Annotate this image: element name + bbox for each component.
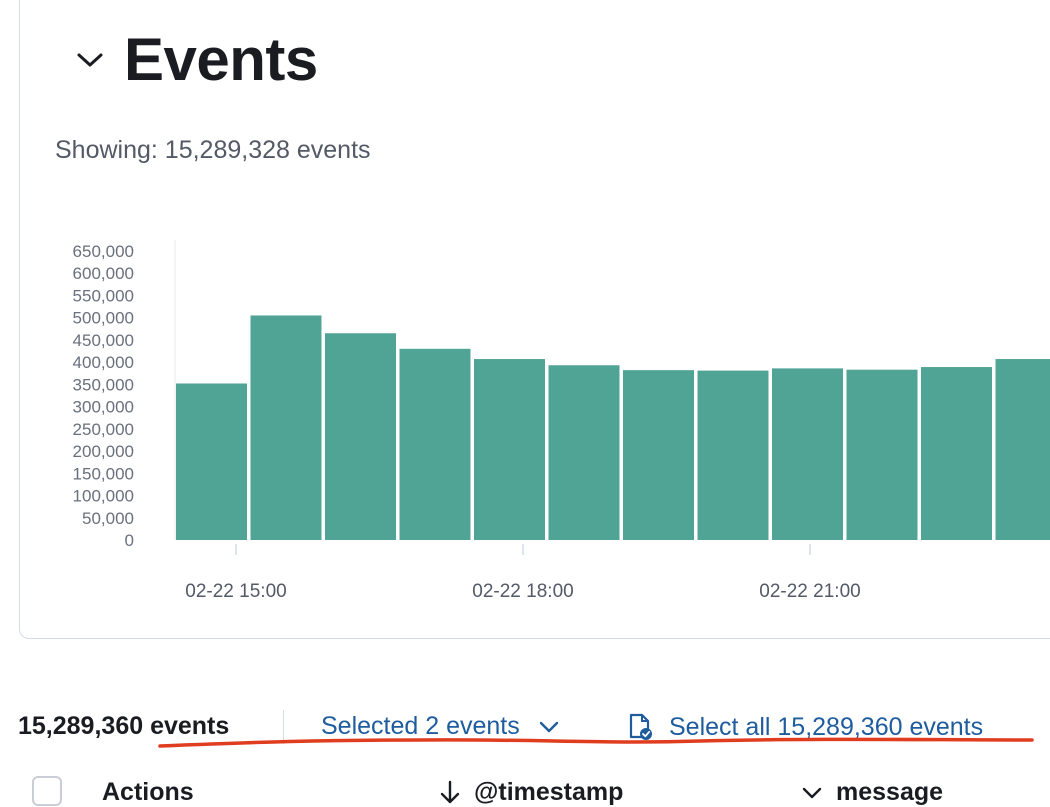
column-actions: Actions bbox=[102, 778, 194, 807]
histogram-bar[interactable] bbox=[921, 367, 992, 540]
collapse-toggle[interactable] bbox=[72, 44, 108, 76]
column-timestamp[interactable]: @timestamp bbox=[438, 778, 623, 807]
y-tick-label: 600,000 bbox=[73, 264, 134, 283]
select-all-checkbox[interactable] bbox=[32, 776, 62, 806]
y-tick-label: 300,000 bbox=[73, 398, 134, 417]
histogram-bar[interactable] bbox=[847, 370, 918, 540]
y-tick-label: 50,000 bbox=[82, 509, 134, 528]
column-actions-label: Actions bbox=[102, 778, 194, 807]
showing-count: Showing: 15,289,328 events bbox=[55, 136, 371, 165]
y-tick-label: 550,000 bbox=[73, 286, 134, 305]
y-tick-label: 200,000 bbox=[73, 442, 134, 461]
x-tick-label: 02-22 15:00 bbox=[185, 581, 286, 602]
column-message[interactable]: message bbox=[800, 778, 943, 807]
y-tick-label: 350,000 bbox=[73, 375, 134, 394]
histogram-bar[interactable] bbox=[996, 359, 1050, 540]
events-histogram: 650,000 600,000 550,000 500,000 450,000 400,0… bbox=[0, 230, 1050, 620]
table-header: Actions @timestamp message bbox=[0, 770, 1050, 804]
histogram-bar[interactable] bbox=[400, 349, 471, 540]
histogram-bar[interactable] bbox=[474, 359, 545, 540]
y-tick-label: 100,000 bbox=[73, 487, 134, 506]
x-tick-label: 02-22 21:00 bbox=[759, 581, 860, 602]
column-timestamp-label: @timestamp bbox=[474, 778, 623, 807]
histogram-bar[interactable] bbox=[176, 383, 247, 540]
x-tick-label: 02-22 18:00 bbox=[472, 581, 573, 602]
y-tick-label: 650,000 bbox=[73, 242, 134, 261]
annotation-underline bbox=[0, 700, 1050, 760]
histogram-bar[interactable] bbox=[325, 333, 396, 540]
y-tick-label: 400,000 bbox=[73, 353, 134, 372]
sort-descending-icon[interactable] bbox=[438, 780, 462, 806]
chevron-down-icon[interactable] bbox=[800, 785, 824, 801]
histogram-bar[interactable] bbox=[698, 371, 769, 540]
histogram-bar[interactable] bbox=[772, 368, 843, 540]
chevron-down-icon bbox=[75, 50, 105, 70]
y-tick-label: 0 bbox=[125, 531, 134, 550]
histogram-bar[interactable] bbox=[623, 370, 694, 540]
y-tick-label: 150,000 bbox=[73, 464, 134, 483]
histogram-bar[interactable] bbox=[549, 365, 620, 540]
y-tick-label: 450,000 bbox=[73, 331, 134, 350]
y-tick-label: 500,000 bbox=[73, 309, 134, 328]
page-title: Events bbox=[124, 24, 318, 96]
histogram-bar[interactable] bbox=[251, 315, 322, 540]
y-tick-label: 250,000 bbox=[73, 420, 134, 439]
column-message-label: message bbox=[836, 778, 943, 807]
